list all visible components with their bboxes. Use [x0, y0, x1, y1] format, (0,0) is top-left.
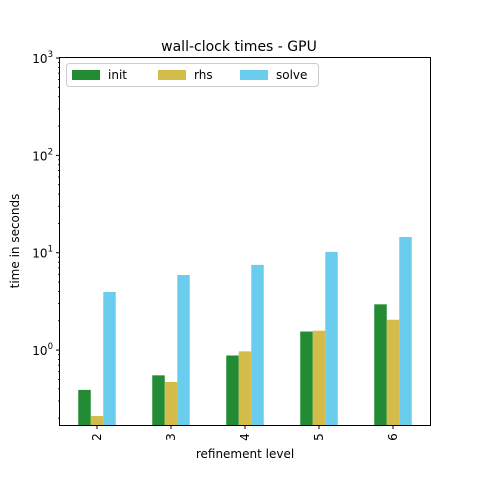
- y-axis-label: time in seconds: [8, 194, 22, 289]
- y-tick-label: 101: [32, 245, 53, 261]
- legend-swatch-solve: [240, 70, 268, 80]
- x-tick-label: 3: [164, 433, 178, 441]
- bar-rhs-6: [386, 319, 400, 425]
- legend: init rhs solve: [66, 63, 319, 87]
- y-major-ticks: 100 101 102 103: [32, 50, 60, 358]
- bar-solve-4: [251, 264, 264, 425]
- bar-solve-5: [325, 251, 338, 425]
- legend-swatch-rhs: [158, 70, 186, 80]
- bars-group: [78, 237, 412, 425]
- x-tick-label: 2: [90, 433, 104, 441]
- plot-frame: [59, 57, 431, 426]
- y-tick-label: 102: [32, 147, 53, 163]
- legend-label-rhs: rhs: [194, 68, 213, 82]
- bar-rhs-3: [164, 382, 178, 425]
- x-tick-label: 5: [312, 433, 326, 441]
- bar-solve-3: [177, 275, 190, 425]
- bar-solve-6: [399, 237, 412, 425]
- bar-init-6: [374, 304, 387, 425]
- legend-label-solve: solve: [276, 68, 307, 82]
- x-tick-label: 6: [386, 433, 400, 441]
- bar-init-3: [152, 375, 165, 425]
- bar-init-5: [300, 331, 313, 425]
- chart-title: wall-clock times - GPU: [161, 39, 317, 55]
- x-axis-label: refinement level: [196, 447, 294, 461]
- bar-init-4: [226, 355, 239, 425]
- bar-init-2: [78, 389, 91, 425]
- bar-rhs-2: [90, 416, 104, 425]
- bar-solve-2: [103, 291, 116, 425]
- bar-rhs-4: [238, 351, 252, 425]
- legend-label-init: init: [108, 68, 127, 82]
- y-tick-label: 103: [32, 50, 53, 66]
- legend-box: [66, 63, 319, 87]
- bar-rhs-5: [312, 330, 326, 425]
- y-tick-label: 100: [32, 342, 53, 358]
- legend-swatch-init: [72, 70, 100, 80]
- x-tick-label: 4: [238, 433, 252, 441]
